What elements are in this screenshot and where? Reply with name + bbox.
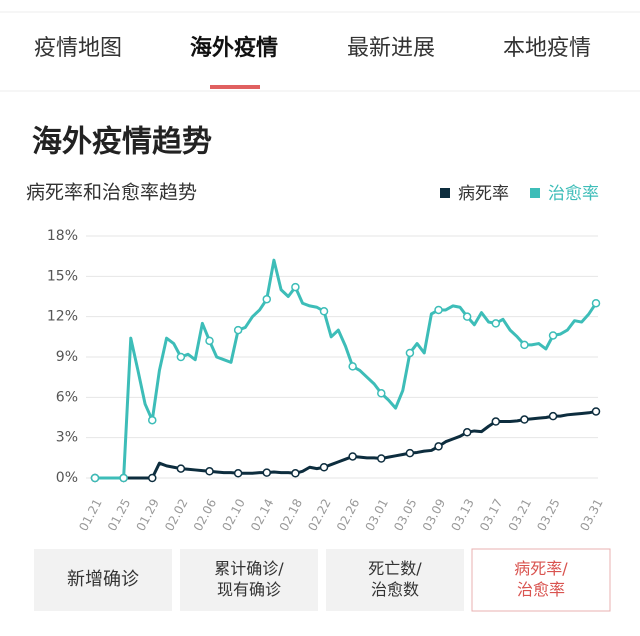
point-marker	[462, 312, 472, 321]
point-marker	[233, 325, 243, 335]
x-tick-label: 02.14	[248, 496, 276, 533]
x-tick-label: 01.25	[105, 496, 133, 533]
y-tick-label: 15%	[47, 268, 78, 284]
point-marker	[119, 473, 128, 483]
button-label[interactable]: 累计确诊/	[214, 559, 284, 578]
point-marker	[262, 468, 272, 477]
point-marker	[405, 448, 415, 458]
y-tick-label: 12%	[47, 309, 78, 325]
point-marker	[262, 294, 272, 304]
point-marker	[491, 319, 501, 328]
tab-button[interactable]	[180, 549, 318, 611]
button-label[interactable]: 死亡数/	[368, 559, 422, 578]
tab[interactable]: 海外疫情	[190, 35, 278, 61]
y-tick-label: 0%	[56, 470, 78, 486]
tab-button[interactable]	[326, 549, 464, 611]
point-marker	[520, 340, 529, 350]
point-marker	[548, 411, 558, 421]
x-tick-label: 03.05	[391, 496, 419, 533]
point-marker	[319, 462, 329, 472]
point-marker	[377, 454, 386, 463]
point-marker	[491, 417, 501, 426]
tab[interactable]: 疫情地图	[34, 36, 122, 61]
button-label[interactable]: 现有确诊	[217, 580, 281, 599]
y-tick-label: 3%	[56, 430, 78, 446]
point-marker	[405, 348, 415, 358]
point-marker	[348, 362, 357, 371]
button-label[interactable]: 治愈率	[517, 580, 565, 599]
x-tick-label: 03.31	[577, 496, 605, 533]
y-tick-label: 6%	[56, 389, 78, 405]
x-tick-label: 02.26	[334, 496, 362, 533]
x-tick-label: 02.22	[305, 496, 333, 533]
point-marker	[291, 469, 300, 478]
point-marker	[462, 428, 472, 437]
x-tick-label: 03.09	[420, 496, 448, 533]
point-marker	[205, 467, 214, 476]
point-marker	[548, 331, 558, 340]
x-tick-label: 02.02	[162, 496, 190, 533]
x-tick-label: 01.21	[76, 496, 104, 533]
point-marker	[90, 473, 100, 483]
tab-indicator	[210, 85, 260, 89]
x-tick-label: 03.01	[363, 496, 391, 533]
point-marker	[434, 442, 443, 451]
point-marker	[319, 307, 329, 316]
line	[95, 258, 598, 480]
point-marker	[348, 452, 357, 461]
button-label[interactable]: 新增确诊	[67, 569, 139, 590]
tab[interactable]: 最新进展	[347, 36, 435, 61]
button-label[interactable]: 治愈数	[371, 580, 419, 599]
legend-swatch	[440, 188, 450, 198]
point-marker	[591, 407, 601, 416]
point-marker	[291, 282, 300, 292]
point-marker	[233, 469, 243, 478]
point-marker	[176, 464, 186, 473]
point-marker	[434, 305, 443, 315]
heading: 海外疫情趋势	[32, 125, 212, 160]
point-marker	[205, 336, 214, 346]
x-tick-label: 02.06	[191, 496, 219, 533]
y-tick-label: 18%	[47, 228, 78, 244]
x-tick-label: 03.17	[477, 496, 505, 533]
legend-label: 治愈率	[548, 184, 599, 204]
x-tick-label: 02.10	[219, 496, 247, 533]
tab-button[interactable]	[471, 548, 611, 612]
button-label[interactable]: 病死率/	[514, 559, 568, 578]
legend-label: 病死率	[458, 184, 509, 204]
point-marker	[520, 415, 529, 424]
point-marker	[176, 352, 186, 362]
y-tick-label: 9%	[56, 349, 78, 365]
x-tick-label: 03.25	[534, 496, 562, 533]
chart-title: 病死率和治愈率趋势	[26, 182, 197, 204]
x-tick-label: 01.29	[134, 496, 162, 533]
point-marker	[148, 473, 157, 483]
point-marker	[377, 389, 386, 398]
x-tick-label: 03.21	[506, 496, 534, 533]
legend-swatch	[530, 188, 540, 198]
point-marker	[591, 298, 601, 308]
x-tick-label: 02.18	[277, 496, 305, 533]
point-marker	[148, 415, 157, 425]
tab-button[interactable]	[34, 549, 172, 611]
tab[interactable]: 本地疫情	[503, 36, 591, 61]
x-tick-label: 03.13	[448, 496, 476, 533]
